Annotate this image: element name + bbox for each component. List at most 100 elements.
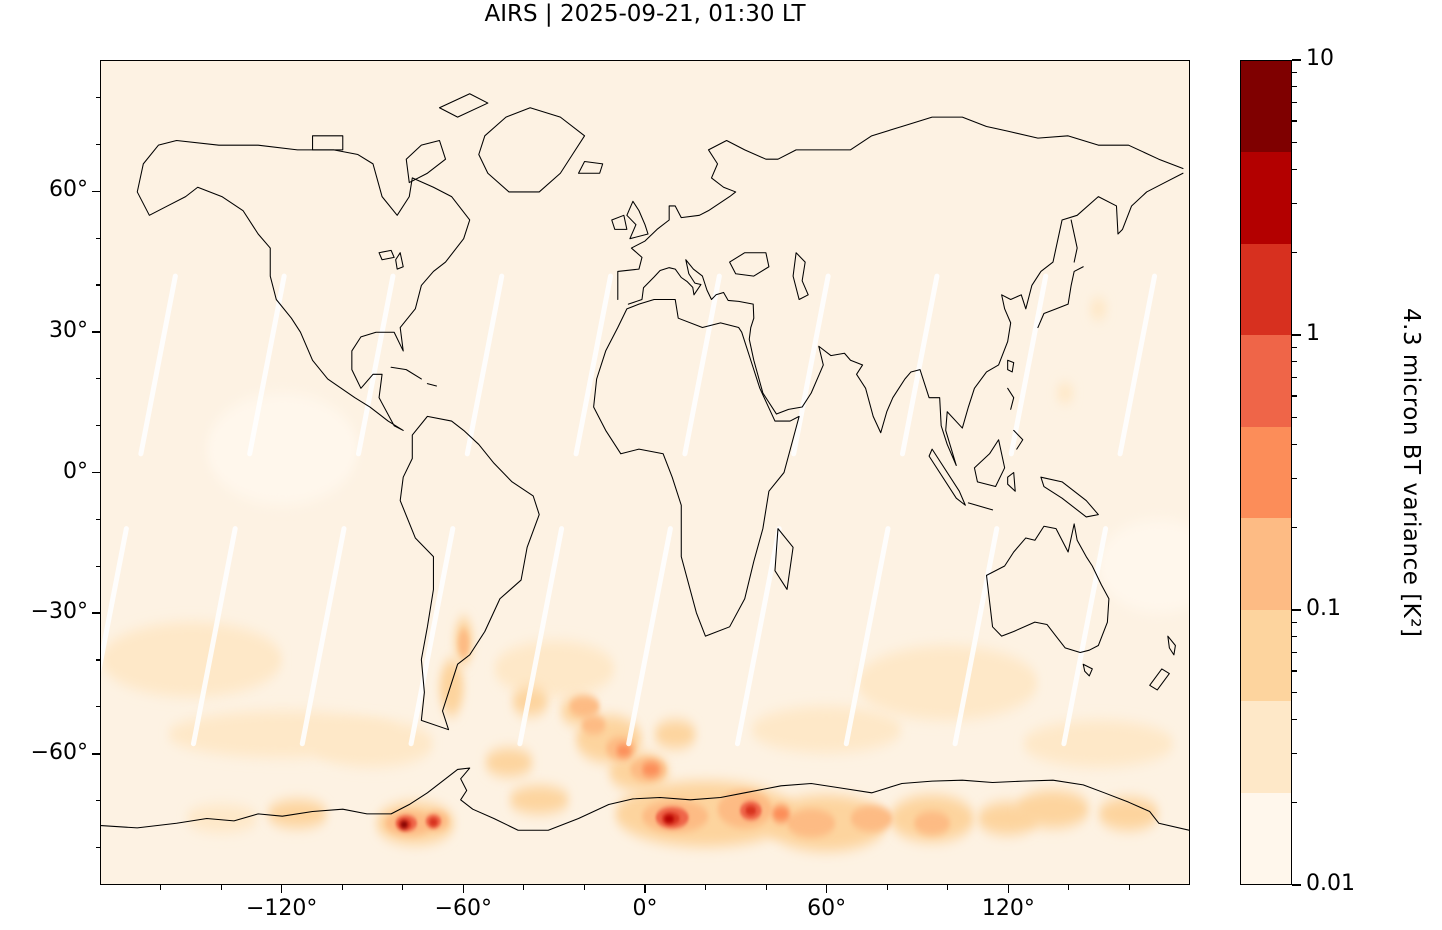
colorbar-minor-tick (1292, 526, 1297, 528)
variance-hotspot (1022, 720, 1174, 768)
swath-gap (902, 276, 936, 454)
colorbar-minor-tick (1292, 636, 1297, 638)
coastline-layer (101, 94, 1189, 830)
y-axis-major-tick (92, 612, 100, 614)
y-axis-minor-tick (95, 518, 100, 520)
coast-great-lakes (379, 250, 403, 269)
variance-hotspot (1098, 519, 1189, 613)
x-axis-minor-tick (765, 885, 767, 890)
variance-hotspot (745, 805, 757, 816)
x-axis-minor-tick (220, 885, 222, 890)
swath-gap (250, 276, 284, 454)
colorbar-minor-tick (1292, 120, 1297, 122)
x-axis-minor-tick (159, 885, 162, 890)
colorbar-tick-label: 0.01 (1306, 871, 1355, 896)
x-axis-major-tick (825, 885, 828, 893)
colorbar-minor-tick (1292, 718, 1297, 721)
colorbar-minor-tick (1292, 376, 1297, 379)
x-axis-tick-label: 60° (807, 896, 847, 921)
colorbar-band-7 (1241, 701, 1291, 793)
swath-gap (358, 276, 392, 454)
variance-hotspot (664, 815, 675, 823)
y-axis-minor-tick (95, 706, 100, 708)
variance-hotspot (850, 805, 893, 832)
swath-gap (794, 276, 828, 454)
variance-heat-layer (101, 298, 1189, 852)
coast-japan (1038, 220, 1083, 328)
variance-hotspot (641, 762, 661, 777)
variance-hotspot (856, 645, 1038, 721)
colorbar-minor-tick (1292, 478, 1297, 480)
x-axis-minor-tick (341, 885, 343, 890)
x-axis-major-tick (280, 885, 283, 893)
colorbar-band-3 (1241, 335, 1291, 427)
swath-gap (955, 529, 997, 744)
swath-gap (302, 529, 344, 744)
y-axis-major-tick (92, 753, 100, 755)
x-axis-minor-tick (886, 885, 888, 890)
swath-gap (411, 529, 453, 744)
x-axis-minor-tick (523, 885, 525, 890)
variance-hotspot (493, 640, 615, 697)
coast-africa (594, 299, 800, 636)
variance-hotspot (1098, 797, 1159, 831)
y-axis-minor-tick (95, 846, 100, 849)
y-axis-tick-label: −30° (30, 599, 88, 625)
coast-taiwan-philippines (1008, 360, 1023, 449)
colorbar-tick-label: 0.1 (1306, 596, 1341, 621)
colorbar (1240, 60, 1292, 885)
variance-hotspot (185, 804, 259, 833)
variance-hotspot (569, 696, 600, 717)
y-axis-minor-tick (95, 425, 100, 427)
swath-gap (467, 276, 501, 454)
variance-hotspot (913, 811, 951, 835)
coast-arctic-islands (313, 94, 488, 183)
swath-gap (1064, 529, 1106, 744)
variance-hotspot (771, 805, 791, 823)
variance-hotspot (458, 629, 470, 658)
variance-hotspot (581, 715, 606, 735)
x-axis-major-tick (644, 885, 646, 893)
colorbar-tick-label: 10 (1306, 46, 1334, 71)
variance-hotspot (750, 706, 902, 754)
colorbar-minor-tick (1292, 251, 1297, 253)
y-axis-minor-tick (95, 378, 100, 380)
y-axis-tick-label: 30° (49, 317, 88, 343)
variance-hotspot (616, 744, 632, 757)
chart-title: AIRS | 2025-09-21, 01:30 LT (484, 1, 806, 27)
colorbar-tick-label: 1 (1306, 321, 1320, 346)
coast-iceland (579, 162, 603, 174)
swath-gap (141, 276, 175, 454)
colorbar-minor-tick (1292, 346, 1297, 349)
y-axis-minor-tick (95, 237, 100, 239)
colorbar-minor-tick (1292, 142, 1297, 144)
y-axis-minor-tick (95, 800, 100, 802)
x-axis-tick-label: −60° (434, 896, 493, 921)
coast-eurasia-north (618, 117, 1183, 299)
coast-north-america (137, 140, 469, 430)
swath-gap (629, 529, 671, 744)
colorbar-minor-tick (1292, 801, 1297, 803)
x-axis-minor-tick (704, 885, 707, 890)
x-axis-minor-tick (583, 885, 586, 890)
swath-gap (846, 529, 888, 744)
coast-australia (987, 524, 1109, 676)
swath-gap-layer (101, 276, 1155, 744)
colorbar-minor-tick (1292, 670, 1297, 672)
y-axis-major-tick (92, 190, 100, 192)
x-axis-minor-tick (1068, 885, 1070, 890)
colorbar-major-tick (1292, 609, 1301, 611)
swath-gap (193, 529, 235, 744)
colorbar-minor-tick (1292, 651, 1297, 654)
variance-hotspot (509, 785, 570, 814)
colorbar-band-5 (1241, 518, 1291, 610)
colorbar-band-2 (1241, 243, 1291, 336)
colorbar-minor-tick (1292, 753, 1297, 755)
y-axis-minor-tick (95, 284, 100, 286)
variance-hotspot (439, 659, 464, 716)
x-axis-major-tick (1007, 885, 1010, 893)
variance-hotspot (1056, 383, 1075, 403)
coast-indonesia (929, 440, 1098, 517)
colorbar-minor-tick (1292, 86, 1297, 88)
x-axis-minor-tick (947, 885, 949, 890)
